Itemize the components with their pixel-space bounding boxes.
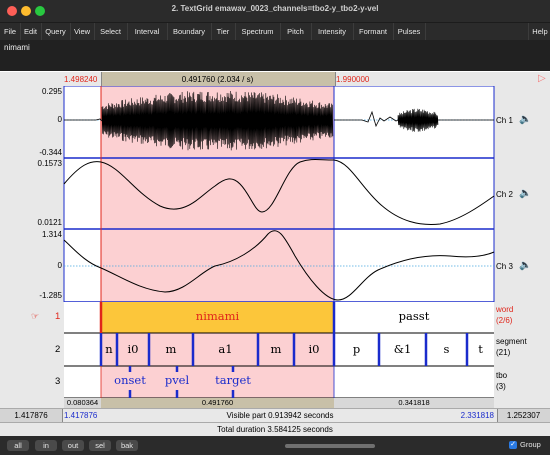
- menu-pitch[interactable]: Pitch: [280, 23, 312, 41]
- visible-right-total-cell[interactable]: [497, 409, 550, 422]
- menu-help[interactable]: Help: [528, 23, 550, 41]
- channel-3-label: Ch 3: [496, 262, 513, 271]
- duration-left-label: 0.080364: [66, 398, 99, 407]
- segment-interval[interactable]: a1: [218, 342, 233, 356]
- ch3-bottom-value: -1.285: [39, 291, 62, 300]
- speaker-icon[interactable]: 🔈: [519, 188, 532, 199]
- channel-1-label: Ch 1: [496, 116, 513, 125]
- tbo-point[interactable]: onset: [114, 373, 146, 387]
- speaker-icon[interactable]: 🔈: [519, 114, 532, 125]
- zoom-selection-button[interactable]: sel: [89, 440, 111, 451]
- menu-formant[interactable]: Formant: [353, 23, 394, 41]
- group-checkbox[interactable]: ✓: [509, 441, 517, 449]
- visible-left-total-cell[interactable]: [0, 409, 63, 422]
- ch3-zero-value: 0: [57, 261, 62, 270]
- active-tier-pointer-icon: ☞: [31, 311, 40, 321]
- window-title: 2. TextGrid emawav_0023_channels=tbo2-y_…: [171, 4, 379, 13]
- menu-edit[interactable]: Edit: [20, 23, 42, 41]
- selection-duration-cell[interactable]: [101, 72, 336, 86]
- menu-intensity[interactable]: Intensity: [311, 23, 354, 41]
- segment-interval[interactable]: s: [443, 342, 450, 356]
- visible-right-total: 1.252307: [506, 411, 541, 420]
- menu-select[interactable]: Select: [94, 23, 128, 41]
- visible-left-total: 1.417876: [14, 411, 48, 420]
- menu-pulses[interactable]: Pulses: [393, 23, 426, 41]
- visible-window-end: 2.331818: [460, 411, 494, 420]
- segment-interval[interactable]: &1: [393, 342, 412, 356]
- menu-bar: File Edit Query View Select Interval Bou…: [0, 22, 550, 41]
- visible-part-bar: [0, 408, 550, 423]
- close-window-button[interactable]: [7, 6, 17, 16]
- menu-query[interactable]: Query: [41, 23, 71, 41]
- tier-1-number: 1: [55, 311, 61, 322]
- interval-text-value: nimami: [4, 43, 30, 52]
- ch1-zero-value: 0: [57, 115, 62, 124]
- zoom-back-button[interactable]: bak: [116, 440, 138, 451]
- minimize-window-button[interactable]: [21, 6, 31, 16]
- selected-interval-highlight: [101, 302, 334, 333]
- segment-interval[interactable]: p: [352, 342, 361, 356]
- menu-interval[interactable]: Interval: [127, 23, 168, 41]
- ch1-top-value: 0.295: [41, 87, 62, 96]
- horizontal-scrollbar[interactable]: [285, 444, 375, 448]
- tier-1-name[interactable]: word (2/6): [496, 305, 514, 325]
- word-interval-selected[interactable]: nimami: [195, 309, 240, 323]
- ch2-top-value: 0.1573: [37, 159, 62, 168]
- segment-interval[interactable]: m: [270, 342, 282, 356]
- visible-part-label: Visible part 0.913942 seconds: [226, 411, 334, 420]
- total-duration-label: Total duration 3.584125 seconds: [217, 425, 333, 434]
- zoom-window-button[interactable]: [35, 6, 45, 16]
- group-checkbox-label: Group: [520, 440, 541, 449]
- total-duration-bar[interactable]: [0, 422, 550, 437]
- tier-2-name[interactable]: segment (21): [496, 337, 527, 357]
- tbo-point[interactable]: target: [215, 373, 251, 387]
- title-bar: [0, 0, 550, 22]
- segment-interval[interactable]: m: [165, 342, 177, 356]
- tbo-point[interactable]: pvel: [164, 373, 190, 387]
- zoom-all-button[interactable]: all: [7, 440, 29, 451]
- channel-3-curve: [63, 230, 495, 301]
- menu-boundary[interactable]: Boundary: [167, 23, 212, 41]
- channel-1-waveform: [64, 90, 494, 151]
- segment-interval[interactable]: i0: [127, 342, 139, 356]
- segment-interval[interactable]: i0: [308, 342, 320, 356]
- zoom-in-button[interactable]: in: [35, 440, 57, 451]
- zoom-out-button[interactable]: out: [62, 440, 84, 451]
- visible-window-start: 1.417876: [64, 411, 98, 420]
- duration-right-label: 0.341818: [398, 398, 430, 407]
- tier-3-number: 3: [55, 376, 61, 387]
- menu-spectrum[interactable]: Spectrum: [235, 23, 281, 41]
- ch3-top-value: 1.314: [41, 230, 62, 239]
- menu-view[interactable]: View: [70, 23, 95, 41]
- channel-2-label: Ch 2: [496, 190, 513, 199]
- signal-area[interactable]: [0, 86, 550, 304]
- selection-start-label: 1.498240: [64, 75, 98, 84]
- selection-duration-label: 0.491760 (2.034 / s): [181, 75, 254, 84]
- menu-file[interactable]: File: [0, 23, 21, 41]
- interval-text-field[interactable]: nimami: [0, 40, 550, 71]
- tiers-area[interactable]: [0, 302, 550, 398]
- ch1-bottom-value: -0.344: [39, 148, 62, 157]
- selection-end-label: 1.990000: [336, 75, 370, 84]
- segment-interval[interactable]: n: [105, 342, 113, 356]
- duration-selected-label: 0.491760: [201, 398, 234, 407]
- menu-tier[interactable]: Tier: [211, 23, 236, 41]
- channel-2-curve: [63, 159, 495, 225]
- ch2-bottom-value: 0.0121: [37, 218, 62, 227]
- speaker-icon[interactable]: 🔈: [519, 260, 532, 271]
- word-interval[interactable]: passt: [398, 309, 430, 323]
- duration-right-cell[interactable]: [334, 398, 494, 408]
- tier-2-number: 2: [55, 344, 61, 355]
- tier-3-name[interactable]: tbo (3): [496, 371, 508, 391]
- play-triangle-icon[interactable]: ▷: [538, 73, 546, 84]
- segment-interval[interactable]: t: [478, 342, 483, 356]
